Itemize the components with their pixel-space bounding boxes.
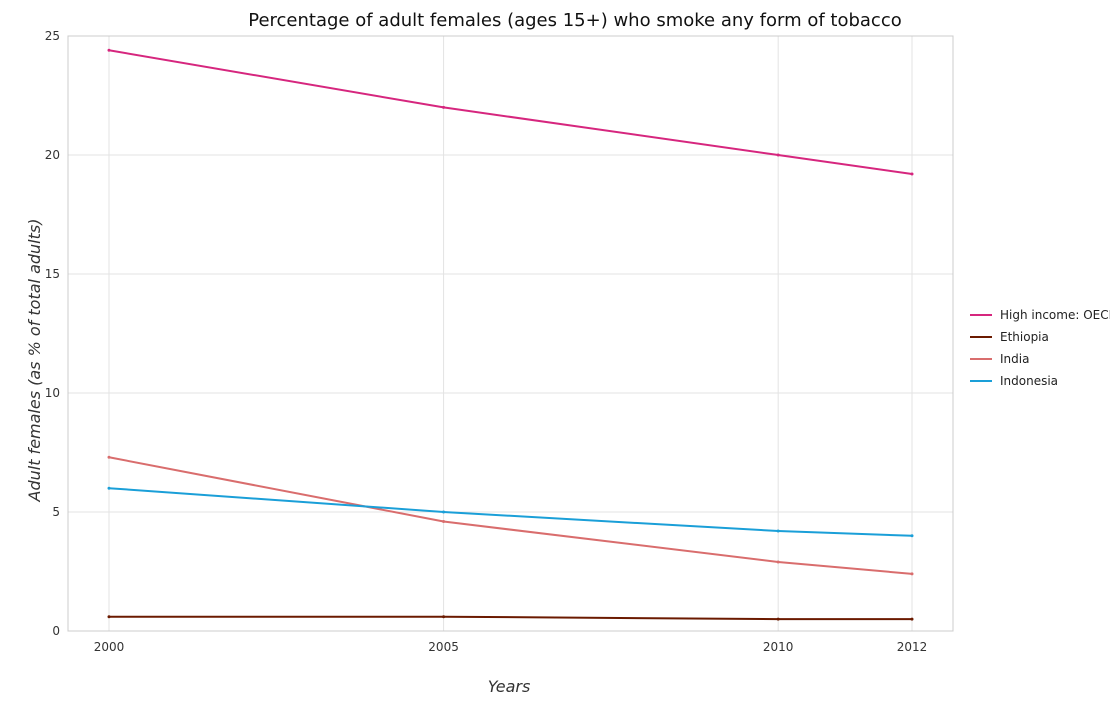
legend-label: Indonesia — [1000, 374, 1058, 388]
data-point — [107, 615, 111, 619]
y-tick-label: 5 — [52, 505, 60, 519]
data-point — [776, 560, 780, 564]
data-point — [442, 615, 446, 619]
data-point — [442, 510, 446, 514]
data-point — [776, 153, 780, 157]
legend-label: Ethiopia — [1000, 330, 1049, 344]
y-tick-label: 0 — [52, 624, 60, 638]
y-tick-label: 25 — [45, 29, 60, 43]
x-axis-ticks: 2000 2005 2010 2012 — [94, 640, 928, 654]
y-axis-ticks: 0 5 10 15 20 25 — [45, 29, 60, 638]
series-line — [109, 615, 912, 621]
data-point — [910, 172, 914, 176]
y-tick-label: 15 — [45, 267, 60, 281]
data-point — [107, 486, 111, 490]
y-axis-title: Adult females (as % of total adults) — [25, 219, 44, 503]
data-point — [910, 617, 914, 621]
y-tick-label: 20 — [45, 148, 60, 162]
series-line — [108, 487, 913, 537]
data-point — [442, 520, 446, 524]
series-layer — [107, 48, 914, 621]
data-point — [776, 529, 780, 533]
x-tick-label: 2010 — [763, 640, 794, 654]
legend-label: India — [1000, 352, 1029, 366]
x-tick-label: 2012 — [897, 640, 928, 654]
data-point — [107, 48, 111, 52]
data-point — [107, 455, 111, 459]
series-line — [108, 49, 913, 176]
data-point — [910, 534, 914, 538]
data-point — [442, 105, 446, 109]
x-tick-label: 2005 — [428, 640, 459, 654]
data-point — [776, 617, 780, 621]
x-tick-label: 2000 — [94, 640, 125, 654]
grid-layer — [68, 35, 953, 632]
y-tick-label: 10 — [45, 386, 60, 400]
plot-frame — [67, 35, 954, 632]
legend-label: High income: OECD — [1000, 308, 1110, 322]
data-point — [910, 572, 914, 576]
x-axis-title: Years — [488, 677, 531, 696]
chart-title: Percentage of adult females (ages 15+) w… — [248, 10, 902, 31]
legend: High income: OECD Ethiopia India Indonesia — [970, 308, 1110, 388]
series-line — [108, 456, 913, 575]
